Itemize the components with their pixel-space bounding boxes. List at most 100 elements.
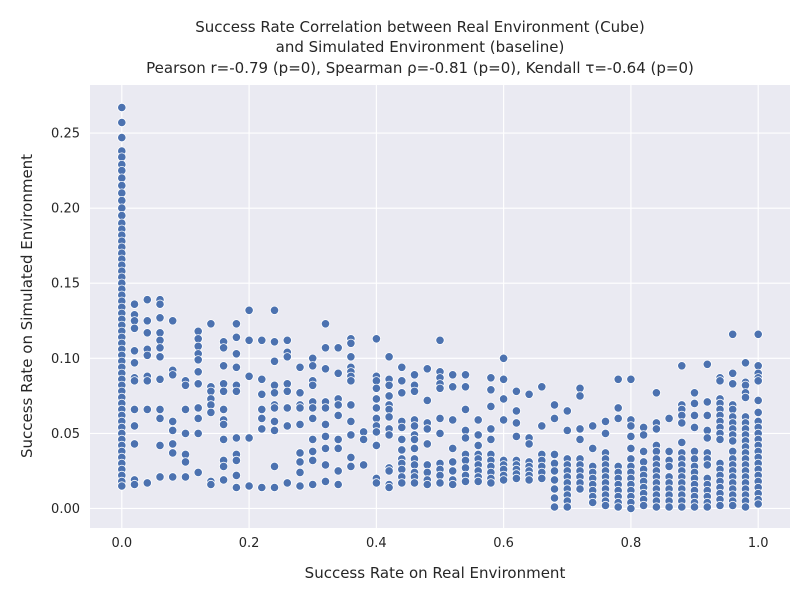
- scatter-point: [740, 392, 751, 402]
- scatter-point: [448, 479, 458, 490]
- scatter-point: [308, 479, 318, 490]
- scatter-point: [269, 416, 280, 426]
- scatter-point: [269, 403, 280, 413]
- scatter-point: [346, 400, 356, 410]
- scatter-point: [308, 380, 318, 390]
- scatter-point: [473, 476, 483, 486]
- scatter-point: [193, 403, 203, 413]
- scatter-point: [129, 376, 140, 386]
- scatter-point: [422, 479, 432, 490]
- scatter-point: [689, 410, 700, 420]
- scatter-point: [320, 364, 331, 374]
- scatter-point: [168, 439, 178, 449]
- scatter-point: [320, 431, 331, 441]
- scatter-point: [142, 404, 152, 414]
- scatter-point: [473, 440, 483, 450]
- scatter-point: [384, 412, 394, 422]
- scatter-point: [155, 299, 165, 309]
- scatter-point: [702, 460, 712, 470]
- scatter-point: [320, 419, 331, 429]
- scatter-point: [702, 359, 712, 369]
- scatter-point: [142, 316, 152, 326]
- scatter-point: [180, 472, 191, 482]
- scatter-point: [371, 427, 381, 437]
- scatter-point: [308, 413, 318, 423]
- x-axis-ticks: 0.0 0.2 0.4 0.6 0.8 1.0: [111, 536, 768, 551]
- scatter-point: [422, 424, 432, 434]
- scatter-point: [320, 476, 331, 486]
- scatter-point: [600, 500, 611, 511]
- scatter-point: [295, 457, 305, 467]
- scatter-point: [282, 403, 292, 413]
- scatter-point: [346, 338, 356, 348]
- scatter-point: [155, 313, 165, 323]
- scatter-point: [537, 382, 547, 392]
- scatter-point: [346, 452, 356, 462]
- scatter-point: [371, 383, 381, 393]
- scatter-point: [435, 383, 445, 393]
- scatter-point: [740, 358, 751, 368]
- scatter-point: [689, 398, 700, 408]
- scatter-point: [600, 428, 611, 438]
- scatter-point: [117, 133, 127, 143]
- scatter-point: [168, 416, 178, 426]
- scatter-point: [511, 473, 522, 483]
- scatter-point: [219, 386, 229, 396]
- scatter-point: [384, 391, 394, 401]
- scatter-point: [409, 421, 420, 431]
- scatter-point: [168, 316, 178, 326]
- scatter-point: [257, 424, 267, 434]
- scatter-point: [664, 461, 674, 471]
- scatter-point: [333, 343, 343, 353]
- scatter-point: [575, 484, 585, 494]
- scatter-point: [308, 361, 318, 371]
- scatter-point: [689, 388, 700, 398]
- y-tick-label: 0.15: [51, 277, 80, 292]
- scatter-point: [728, 329, 738, 339]
- scatter-point: [397, 434, 407, 444]
- scatter-point: [168, 448, 178, 458]
- scatter-point: [244, 433, 254, 443]
- scatter-point: [282, 478, 292, 488]
- scatter-point: [397, 422, 407, 432]
- scatter-point: [333, 410, 343, 420]
- scatter-point: [728, 500, 738, 511]
- scatter-point: [498, 374, 509, 384]
- scatter-point: [117, 481, 127, 491]
- scatter-point: [689, 502, 700, 512]
- title-line-1: Success Rate Correlation between Real En…: [195, 18, 645, 36]
- scatter-point: [740, 502, 751, 512]
- scatter-point: [333, 479, 343, 490]
- scatter-point: [346, 416, 356, 426]
- scatter-point: [333, 400, 343, 410]
- scatter-point: [524, 439, 534, 449]
- scatter-point: [193, 428, 203, 438]
- scatter-point: [753, 329, 763, 339]
- scatter-point: [397, 376, 407, 386]
- scatter-point: [257, 482, 267, 493]
- scatter-point: [549, 466, 560, 476]
- scatter-point: [155, 352, 165, 362]
- scatter-point: [231, 433, 241, 443]
- scatter-point: [664, 413, 674, 423]
- scatter-point: [117, 102, 127, 113]
- scatter-point: [562, 502, 572, 512]
- scatter-point: [193, 355, 203, 365]
- scatter-point: [193, 379, 203, 389]
- scatter-point: [575, 383, 585, 393]
- scatter-point: [219, 475, 229, 485]
- scatter-point: [537, 473, 547, 483]
- scatter-point: [677, 418, 687, 428]
- scatter-point: [753, 376, 763, 386]
- x-axis-label: Success Rate on Real Environment: [305, 564, 566, 582]
- scatter-point: [549, 449, 560, 459]
- scatter-point: [282, 386, 292, 396]
- scatter-point: [409, 443, 420, 453]
- scatter-point: [626, 431, 636, 441]
- scatter-point: [728, 368, 738, 378]
- scatter-point: [257, 374, 267, 384]
- scatter-point: [155, 374, 165, 384]
- scatter-point: [155, 472, 165, 482]
- scatter-point: [626, 374, 636, 384]
- scatter-point: [295, 388, 305, 398]
